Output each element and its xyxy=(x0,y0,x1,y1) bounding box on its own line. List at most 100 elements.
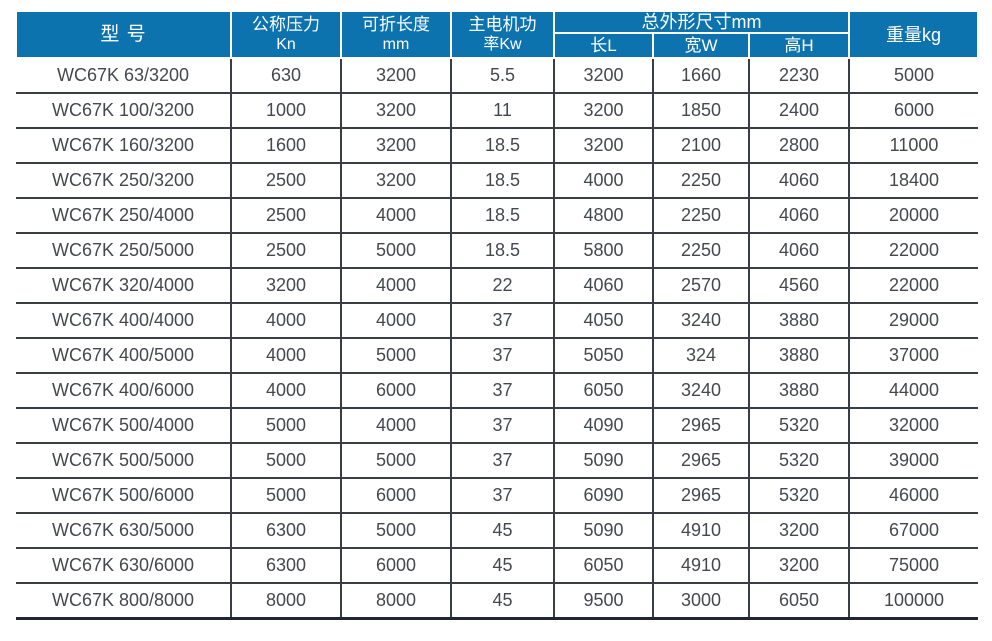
model-cell: WC67K 500/4000 xyxy=(16,408,231,444)
value-cell: 3880 xyxy=(747,303,850,339)
value-cell: 5000 xyxy=(848,58,979,94)
value-cell: 6090 xyxy=(553,478,653,514)
value-cell: 6050 xyxy=(553,373,653,409)
value-cell: 5090 xyxy=(553,443,653,479)
value-cell: 3200 xyxy=(553,128,653,164)
table-row: WC67K 100/3200 1000 3200 11 3200 1850 2400 6000 xyxy=(16,93,979,129)
value-cell: 11000 xyxy=(848,128,979,164)
value-cell: 4050 xyxy=(553,303,653,339)
value-cell: 37000 xyxy=(848,338,979,374)
col-header-dim-length: 长L xyxy=(553,32,654,59)
value-cell: 4000 xyxy=(553,163,653,199)
value-cell: 8000 xyxy=(230,583,341,620)
model-cell: WC67K 250/4000 xyxy=(16,198,231,234)
value-cell: 20000 xyxy=(848,198,979,234)
model-cell: WC67K 500/5000 xyxy=(16,443,231,479)
table-row: WC67K 250/4000 2500 4000 18.5 4800 2250 4060 20… xyxy=(16,198,979,234)
col-header-dim-height: 高H xyxy=(747,32,851,59)
model-cell: WC67K 320/4000 xyxy=(16,268,231,304)
value-cell: 37 xyxy=(450,478,554,514)
value-cell: 1000 xyxy=(230,93,341,129)
value-cell: 18.5 xyxy=(450,198,554,234)
col-header-pressure-line2: Kn xyxy=(276,35,296,53)
value-cell: 18.5 xyxy=(450,128,554,164)
value-cell: 4000 xyxy=(230,373,341,409)
table-header: 型 号 公称压力 Kn 可折长度 mm 主电机功 率Kw 总外形尺寸mm 重量k… xyxy=(15,10,980,59)
value-cell: 8000 xyxy=(340,583,451,620)
model-cell: WC67K 800/8000 xyxy=(16,583,231,620)
value-cell: 5320 xyxy=(747,478,850,514)
value-cell: 44000 xyxy=(848,373,979,409)
value-cell: 6300 xyxy=(230,513,341,549)
value-cell: 37 xyxy=(450,443,554,479)
value-cell: 4910 xyxy=(652,548,749,584)
value-cell: 4000 xyxy=(340,198,451,234)
value-cell: 4060 xyxy=(747,163,850,199)
value-cell: 3240 xyxy=(652,303,749,339)
table-row: WC67K 320/4000 3200 4000 22 4060 2570 4560 2200… xyxy=(16,268,979,304)
value-cell: 5050 xyxy=(553,338,653,374)
value-cell: 18.5 xyxy=(450,163,554,199)
col-header-weight: 重量kg xyxy=(848,10,980,59)
value-cell: 4000 xyxy=(340,408,451,444)
value-cell: 3200 xyxy=(340,58,451,94)
value-cell: 2230 xyxy=(747,58,850,94)
table-row: WC67K 630/6000 6300 6000 45 6050 4910 3200 7500… xyxy=(16,548,979,584)
value-cell: 9500 xyxy=(553,583,653,620)
value-cell: 6000 xyxy=(340,478,451,514)
table-row: WC67K 500/4000 5000 4000 37 4090 2965 5320 3200… xyxy=(16,408,979,444)
model-cell: WC67K 400/5000 xyxy=(16,338,231,374)
value-cell: 3200 xyxy=(553,93,653,129)
value-cell: 2100 xyxy=(652,128,749,164)
value-cell: 22000 xyxy=(848,233,979,269)
value-cell: 1600 xyxy=(230,128,341,164)
value-cell: 3000 xyxy=(652,583,749,620)
value-cell: 5320 xyxy=(747,443,850,479)
table-row: WC67K 500/5000 5000 5000 37 5090 2965 5320 3900… xyxy=(16,443,979,479)
value-cell: 2500 xyxy=(230,163,341,199)
value-cell: 6300 xyxy=(230,548,341,584)
value-cell: 4910 xyxy=(652,513,749,549)
value-cell: 2400 xyxy=(747,93,850,129)
value-cell: 3200 xyxy=(553,58,653,94)
value-cell: 4000 xyxy=(230,303,341,339)
table-body: WC67K 63/3200 630 3200 5.5 3200 1660 2230 5000 W… xyxy=(16,58,979,620)
col-header-fold-length: 可折长度 mm xyxy=(340,10,452,59)
col-header-dim-width: 宽W xyxy=(652,32,750,59)
col-header-motor-power-line1: 主电机功 xyxy=(468,14,537,34)
model-cell: WC67K 63/3200 xyxy=(16,58,231,94)
spec-table: 型 号 公称压力 Kn 可折长度 mm 主电机功 率Kw 总外形尺寸mm 重量k… xyxy=(15,10,980,620)
value-cell: 4000 xyxy=(340,303,451,339)
model-cell: WC67K 630/6000 xyxy=(16,548,231,584)
value-cell: 45 xyxy=(450,583,554,620)
value-cell: 3200 xyxy=(747,513,850,549)
value-cell: 3880 xyxy=(747,373,850,409)
header-row-2: 长L 宽W 高H xyxy=(16,32,978,59)
value-cell: 4560 xyxy=(747,268,850,304)
col-header-motor-power: 主电机功 率Kw xyxy=(450,10,555,59)
value-cell: 67000 xyxy=(848,513,979,549)
value-cell: 37 xyxy=(450,338,554,374)
value-cell: 11 xyxy=(450,93,554,129)
header-row-1: 型 号 公称压力 Kn 可折长度 mm 主电机功 率Kw 总外形尺寸mm 重量k… xyxy=(15,10,980,59)
value-cell: 6000 xyxy=(848,93,979,129)
value-cell: 4060 xyxy=(747,233,850,269)
model-cell: WC67K 250/5000 xyxy=(16,233,231,269)
value-cell: 3880 xyxy=(747,338,850,374)
value-cell: 100000 xyxy=(848,583,979,620)
value-cell: 4090 xyxy=(553,408,653,444)
value-cell: 2965 xyxy=(652,478,749,514)
value-cell: 3200 xyxy=(230,268,341,304)
col-header-motor-power-line2: 率Kw xyxy=(483,35,522,53)
value-cell: 324 xyxy=(652,338,749,374)
value-cell: 29000 xyxy=(848,303,979,339)
value-cell: 37 xyxy=(450,373,554,409)
col-header-fold-length-line1: 可折长度 xyxy=(362,14,430,34)
model-cell: WC67K 250/3200 xyxy=(16,163,231,199)
value-cell: 75000 xyxy=(848,548,979,584)
table-row: WC67K 400/4000 4000 4000 37 4050 3240 3880 2900… xyxy=(16,303,979,339)
value-cell: 2250 xyxy=(652,233,749,269)
value-cell: 2500 xyxy=(230,233,341,269)
value-cell: 4060 xyxy=(747,198,850,234)
value-cell: 22 xyxy=(450,268,554,304)
